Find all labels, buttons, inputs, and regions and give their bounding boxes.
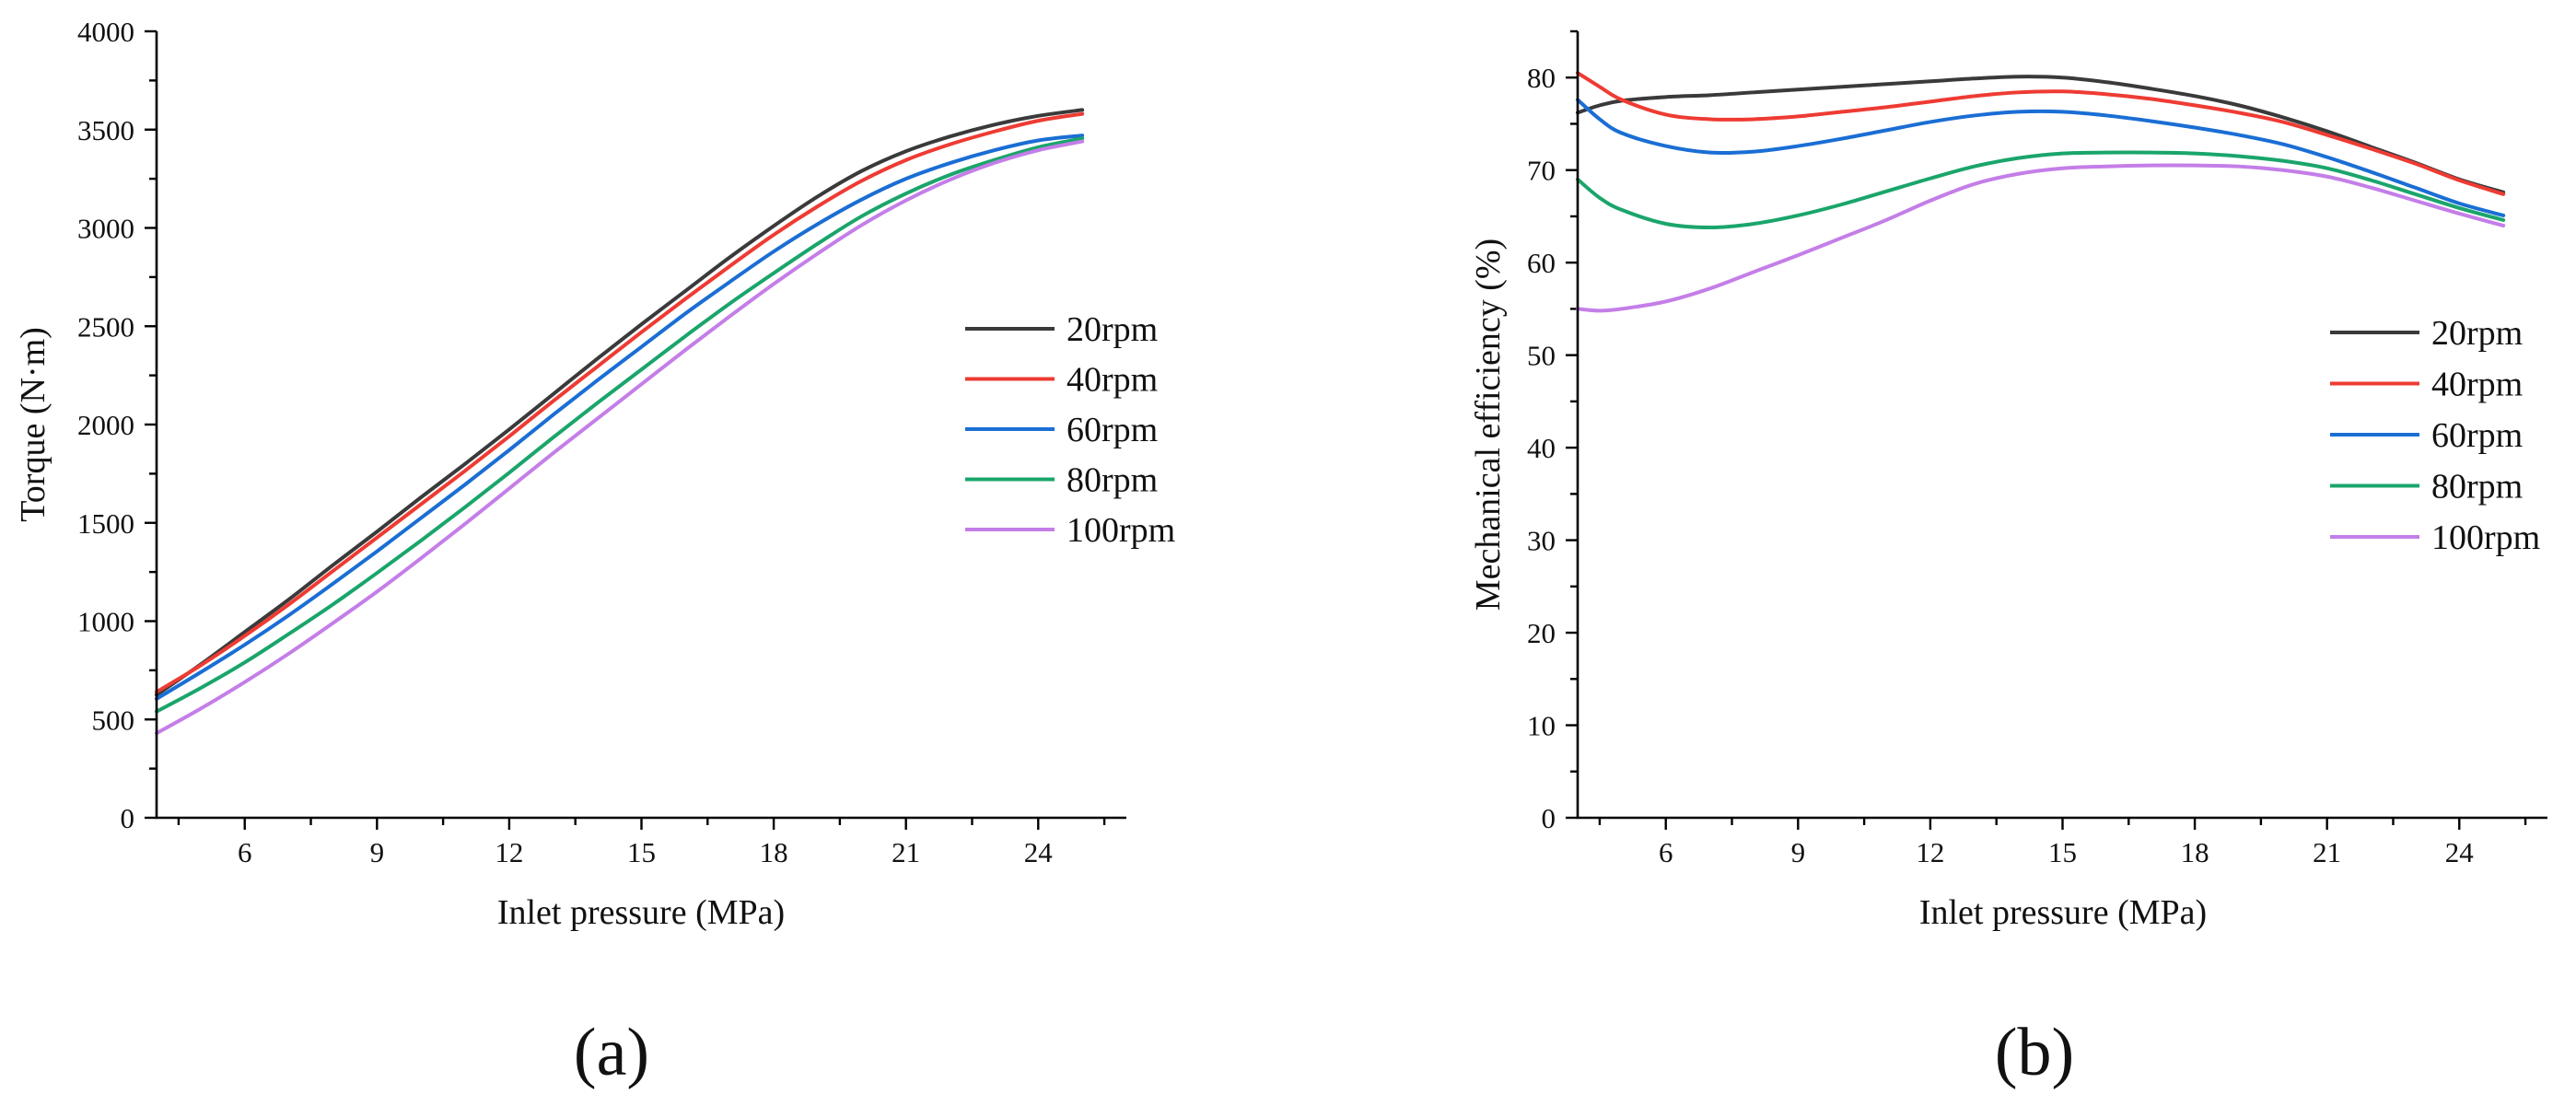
panel-b-y-tick-label: 10: [1527, 710, 1556, 742]
panel-a-x-tick-label: 12: [495, 836, 523, 868]
panel-b-y-tick-label: 60: [1527, 247, 1556, 279]
panel-b-y-axis-title: Mechanical efficiency (%): [1469, 239, 1508, 611]
panel-a-torque-chart: 6 9 12 15 18 21 24 0 500 1000 1500 2000 2500 3000 3500…: [14, 16, 1175, 1090]
panel-b-legend-label-60rpm: 60rpm: [2431, 416, 2523, 455]
panel-a-legend-label-80rpm: 80rpm: [1067, 461, 1158, 500]
panel-b-label: (b): [1995, 1015, 2074, 1090]
panel-a-axes: [155, 31, 1126, 820]
panel-a-y-tick-label: 3000: [77, 213, 134, 245]
panel-a-y-tick-label: 0: [121, 802, 135, 834]
panel-a-series-100rpm: [155, 139, 1085, 736]
panel-a-x-tick-label: 15: [627, 836, 656, 868]
panel-a-x-tick-label: 24: [1024, 836, 1054, 868]
panel-a-x-tick-label: 6: [238, 836, 252, 868]
panel-a-legend-label-40rpm: 40rpm: [1067, 361, 1158, 400]
panel-b-x-tick-label: 15: [2048, 836, 2077, 868]
panel-b-series-80rpm: [1576, 150, 2506, 229]
panel-a-y-tick-label: 1500: [77, 507, 134, 540]
panel-a-y-tick-label: 500: [92, 704, 135, 736]
panel-b-legend-label-80rpm: 80rpm: [2431, 468, 2523, 506]
panel-a-y-tick-label: 4000: [77, 16, 134, 48]
panel-b-y-tick-label: 70: [1527, 155, 1556, 187]
panel-b-series-20rpm: [1576, 75, 2506, 194]
panel-a-legend-label-100rpm: 100rpm: [1067, 511, 1175, 550]
panel-b-series-40rpm: [1576, 71, 2506, 196]
panel-b-x-axis-title: Inlet pressure (MPa): [1919, 893, 2207, 932]
panel-b-series-60rpm: [1576, 98, 2506, 217]
panel-b-legend-label-20rpm: 20rpm: [2431, 314, 2523, 353]
panel-a-x-tick-label: 9: [370, 836, 385, 868]
panel-b-y-tick-label: 0: [1542, 802, 1556, 834]
panel-a-ticks: 6 9 12 15 18 21 24 0 500 1000 1500 2000 2500 3000 3500…: [77, 16, 1106, 868]
panel-b-legend: 20rpm 40rpm 60rpm 80rpm 100rpm: [2330, 314, 2540, 557]
panel-b-x-tick-label: 6: [1659, 836, 1673, 868]
panel-b-efficiency-chart: 6 9 12 15 18 21 24 0 10 20 30 40 50 60 70 80 Inlet pres…: [1469, 29, 2547, 1090]
panel-a-series-60rpm: [155, 134, 1085, 701]
panel-a-y-tick-label: 1000: [77, 606, 134, 638]
panel-b-y-tick-label: 30: [1527, 525, 1556, 557]
panel-b-y-tick-label: 20: [1527, 617, 1556, 649]
panel-b-legend-label-40rpm: 40rpm: [2431, 366, 2523, 404]
panel-b-y-tick-label: 40: [1527, 432, 1556, 464]
panel-b-x-tick-label: 24: [2445, 836, 2475, 868]
panel-a-y-axis-title: Torque (N·m): [14, 327, 52, 522]
panel-b-x-tick-label: 12: [1916, 836, 1944, 868]
panel-a-y-tick-label: 2500: [77, 310, 134, 343]
panel-a-legend: 20rpm 40rpm 60rpm 80rpm 100rpm: [965, 310, 1175, 550]
panel-a-label: (a): [574, 1015, 649, 1090]
panel-a-legend-label-20rpm: 20rpm: [1067, 310, 1158, 349]
panel-b-ticks: 6 9 12 15 18 21 24 0 10 20 30 40 50 60 70 80: [1527, 29, 2527, 868]
panel-a-series-20rpm: [155, 108, 1085, 697]
panel-a-series: [155, 108, 1085, 736]
panel-a-y-tick-label: 2000: [77, 409, 134, 441]
panel-a-x-tick-label: 18: [760, 836, 788, 868]
panel-b-series-100rpm: [1576, 163, 2506, 313]
panel-b-axes: [1576, 31, 2547, 820]
panel-b-y-tick-label: 80: [1527, 62, 1556, 94]
panel-b-x-tick-label: 9: [1791, 836, 1806, 868]
panel-a-x-tick-label: 21: [892, 836, 920, 868]
panel-b-legend-label-100rpm: 100rpm: [2431, 518, 2540, 557]
panel-b-series: [1576, 71, 2506, 313]
panel-b-x-tick-label: 18: [2181, 836, 2209, 868]
panel-a-legend-label-60rpm: 60rpm: [1067, 411, 1158, 449]
panel-a-series-40rpm: [155, 111, 1085, 694]
panel-a-series-80rpm: [155, 136, 1085, 714]
panel-a-x-axis-title: Inlet pressure (MPa): [497, 893, 785, 932]
panel-b-x-tick-label: 21: [2313, 836, 2341, 868]
panel-b-y-tick-label: 50: [1527, 340, 1556, 372]
panel-a-y-tick-label: 3500: [77, 114, 134, 146]
